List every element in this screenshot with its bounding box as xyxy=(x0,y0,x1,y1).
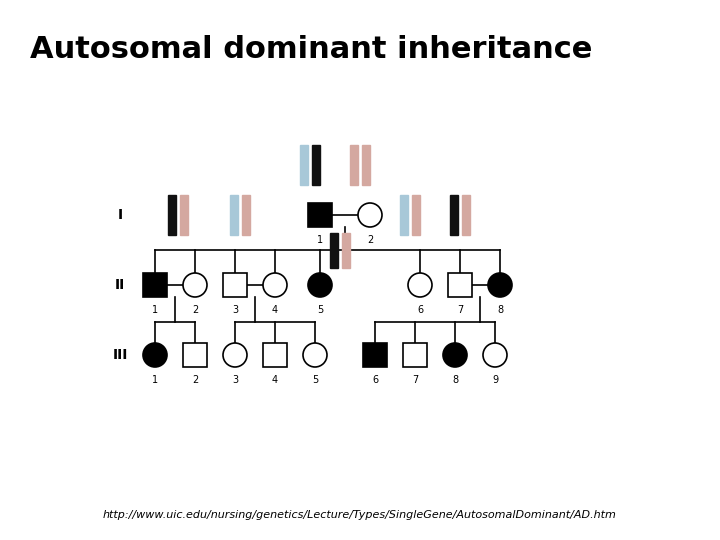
Bar xyxy=(350,145,358,185)
Bar xyxy=(448,273,472,297)
Text: 8: 8 xyxy=(452,375,458,385)
Text: 4: 4 xyxy=(272,305,278,315)
Text: II: II xyxy=(115,278,125,292)
Text: http://www.uic.edu/nursing/genetics/Lecture/Types/SingleGene/AutosomalDominant/A: http://www.uic.edu/nursing/genetics/Lect… xyxy=(103,510,617,520)
Bar xyxy=(362,145,370,185)
Bar xyxy=(363,343,387,367)
Text: 3: 3 xyxy=(232,375,238,385)
Circle shape xyxy=(303,343,327,367)
Text: 3: 3 xyxy=(232,305,238,315)
Bar xyxy=(263,343,287,367)
Bar xyxy=(143,273,167,297)
Circle shape xyxy=(143,343,167,367)
Bar xyxy=(168,195,176,235)
Circle shape xyxy=(488,273,512,297)
Text: 9: 9 xyxy=(492,375,498,385)
Bar xyxy=(400,195,408,235)
Circle shape xyxy=(223,343,247,367)
Text: I: I xyxy=(117,208,122,222)
Circle shape xyxy=(263,273,287,297)
Bar xyxy=(223,273,247,297)
Text: 5: 5 xyxy=(317,305,323,315)
Bar xyxy=(330,233,338,268)
Text: 6: 6 xyxy=(417,305,423,315)
Text: 1: 1 xyxy=(317,235,323,245)
Circle shape xyxy=(183,273,207,297)
Bar xyxy=(183,343,207,367)
Text: 6: 6 xyxy=(372,375,378,385)
Text: III: III xyxy=(112,348,127,362)
Circle shape xyxy=(408,273,432,297)
Bar xyxy=(230,195,238,235)
Bar xyxy=(242,195,250,235)
Text: 1: 1 xyxy=(152,375,158,385)
Bar xyxy=(403,343,427,367)
Circle shape xyxy=(308,273,332,297)
Text: 2: 2 xyxy=(192,375,198,385)
Text: Autosomal dominant inheritance: Autosomal dominant inheritance xyxy=(30,35,593,64)
Text: 7: 7 xyxy=(457,305,463,315)
Text: 2: 2 xyxy=(367,235,373,245)
Bar xyxy=(462,195,470,235)
Bar xyxy=(300,145,308,185)
Text: 1: 1 xyxy=(152,305,158,315)
Text: 5: 5 xyxy=(312,375,318,385)
Bar xyxy=(342,233,350,268)
Bar xyxy=(308,203,332,227)
Circle shape xyxy=(358,203,382,227)
Text: 8: 8 xyxy=(497,305,503,315)
Bar xyxy=(312,145,320,185)
Bar xyxy=(412,195,420,235)
Circle shape xyxy=(483,343,507,367)
Bar xyxy=(180,195,188,235)
Text: 7: 7 xyxy=(412,375,418,385)
Text: 4: 4 xyxy=(272,375,278,385)
Text: 2: 2 xyxy=(192,305,198,315)
Bar xyxy=(450,195,458,235)
Circle shape xyxy=(443,343,467,367)
